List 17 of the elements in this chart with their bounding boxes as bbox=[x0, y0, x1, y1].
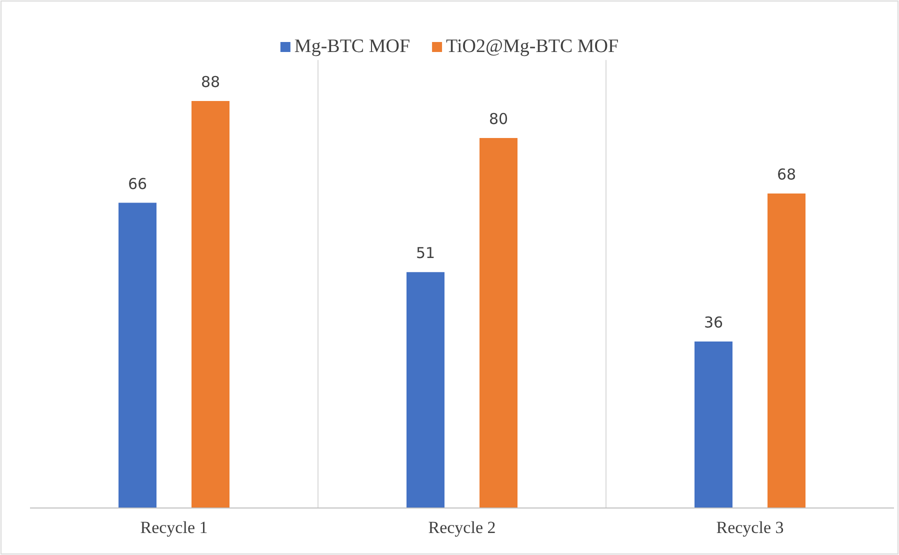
x-tick-label: Recycle 2 bbox=[428, 518, 496, 538]
data-label: 36 bbox=[704, 314, 724, 332]
legend-label: Mg-BTC MOF bbox=[294, 36, 410, 57]
legend-label: TiO2@Mg-BTC MOF bbox=[446, 36, 619, 57]
bar bbox=[192, 101, 230, 508]
bar bbox=[768, 194, 806, 508]
data-label: 80 bbox=[488, 110, 508, 128]
data-label: 66 bbox=[128, 174, 148, 193]
x-tick-label: Recycle 3 bbox=[716, 518, 784, 538]
bar bbox=[118, 202, 156, 508]
bar bbox=[694, 342, 732, 508]
data-label: 51 bbox=[416, 244, 436, 262]
bar bbox=[406, 272, 444, 508]
x-tick-label: Recycle 1 bbox=[140, 518, 208, 538]
bar bbox=[480, 138, 518, 508]
data-label: 68 bbox=[776, 166, 796, 184]
data-label: 88 bbox=[200, 73, 220, 91]
